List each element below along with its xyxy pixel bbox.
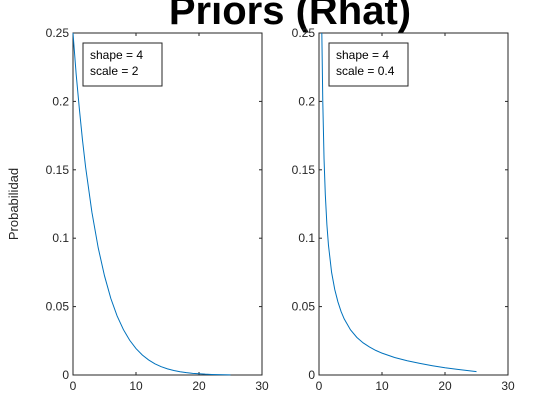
y-tick-label: 0.2 [298,94,315,108]
y-tick-label: 0 [62,368,69,382]
x-tick-label: 10 [375,379,389,393]
x-tick-label: 0 [70,379,77,393]
y-tick-label: 0.1 [52,231,69,245]
x-tick-label: 20 [438,379,452,393]
y-tick-label: 0.25 [292,26,316,40]
legend-entry: shape = 4 [336,48,389,62]
y-tick-label: 0.05 [292,300,316,314]
y-tick-label: 0 [308,368,315,382]
x-tick-label: 10 [129,379,143,393]
legend-entry: scale = 2 [90,64,139,78]
x-tick-label: 0 [316,379,323,393]
x-tick-label: 20 [192,379,206,393]
x-tick-label: 30 [255,379,269,393]
plot-panels: 0 10 20 30 0 0.05 0.1 0.15 0.2 0.25 shape = 4 scale… [46,26,515,393]
y-tick-label: 0.1 [298,231,315,245]
panel-2: 0 10 20 30 0 0.05 0.1 0.15 0.2 0.25 shape = 4 scale… [292,26,515,393]
figure-title: Priors (Rhat) [169,0,411,33]
y-tick-label: 0.25 [46,26,70,40]
y-axis-label: Probabilidad [6,168,21,240]
legend-entry: scale = 0.4 [336,64,395,78]
panel-1: 0 10 20 30 0 0.05 0.1 0.15 0.2 0.25 shape = 4 scale… [46,26,269,393]
legend-entry: shape = 4 [90,48,143,62]
y-tick-label: 0.2 [52,94,69,108]
y-tick-label: 0.15 [292,163,316,177]
y-tick-label: 0.05 [46,300,70,314]
x-tick-label: 30 [501,379,515,393]
y-tick-label: 0.15 [46,163,70,177]
